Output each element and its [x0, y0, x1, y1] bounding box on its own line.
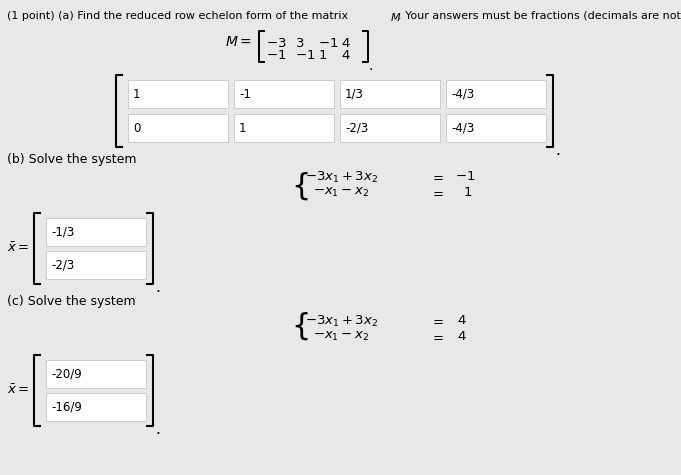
Text: $=$: $=$: [430, 186, 444, 199]
Text: $1$: $1$: [318, 49, 328, 62]
FancyBboxPatch shape: [46, 393, 146, 421]
FancyBboxPatch shape: [340, 80, 440, 108]
Text: $4$: $4$: [457, 314, 466, 327]
Text: $4$: $4$: [341, 37, 351, 50]
Text: (b) Solve the system: (b) Solve the system: [7, 153, 136, 166]
Text: $\bar{x}=$: $\bar{x}=$: [7, 384, 29, 397]
Text: .: .: [155, 422, 160, 437]
Text: $-x_1 - x_2$: $-x_1 - x_2$: [313, 186, 369, 199]
Text: -2/3: -2/3: [51, 258, 74, 272]
FancyBboxPatch shape: [128, 80, 228, 108]
Text: -4/3: -4/3: [451, 122, 474, 134]
Text: $4$: $4$: [341, 49, 351, 62]
FancyBboxPatch shape: [446, 80, 546, 108]
Text: {: {: [291, 312, 311, 341]
FancyBboxPatch shape: [340, 114, 440, 142]
Text: $M=$: $M=$: [225, 35, 252, 49]
Text: -4/3: -4/3: [451, 87, 474, 101]
FancyBboxPatch shape: [46, 360, 146, 388]
FancyBboxPatch shape: [234, 80, 334, 108]
Text: (c) Solve the system: (c) Solve the system: [7, 295, 136, 308]
Text: $M$: $M$: [390, 11, 401, 23]
Text: .: .: [369, 59, 373, 73]
Text: $-3$: $-3$: [266, 37, 287, 50]
FancyBboxPatch shape: [446, 114, 546, 142]
Text: .: .: [155, 280, 160, 295]
Text: $1$: $1$: [463, 186, 472, 199]
Text: $-3x_1 + 3x_2$: $-3x_1 + 3x_2$: [305, 170, 378, 185]
Text: $4$: $4$: [457, 330, 466, 343]
Text: . Your answers must be fractions (decimals are not allowed).: . Your answers must be fractions (decima…: [398, 11, 681, 21]
Text: $-x_1 - x_2$: $-x_1 - x_2$: [313, 330, 369, 343]
Text: 1: 1: [239, 122, 247, 134]
Text: 0: 0: [133, 122, 140, 134]
Text: $-1$: $-1$: [455, 170, 475, 183]
Text: $=$: $=$: [430, 330, 444, 343]
Text: -2/3: -2/3: [345, 122, 368, 134]
Text: $-1$: $-1$: [295, 49, 315, 62]
Text: .: .: [555, 143, 560, 158]
FancyBboxPatch shape: [234, 114, 334, 142]
Text: $-1$: $-1$: [266, 49, 286, 62]
FancyBboxPatch shape: [46, 218, 146, 246]
Text: 1/3: 1/3: [345, 87, 364, 101]
FancyBboxPatch shape: [46, 251, 146, 279]
Text: $=$: $=$: [430, 314, 444, 327]
Text: -20/9: -20/9: [51, 368, 82, 380]
FancyBboxPatch shape: [128, 114, 228, 142]
Text: $3$: $3$: [295, 37, 304, 50]
Text: $=$: $=$: [430, 170, 444, 183]
Text: (1 point) (a) Find the reduced row echelon form of the matrix: (1 point) (a) Find the reduced row echel…: [7, 11, 351, 21]
Text: $\bar{x}=$: $\bar{x}=$: [7, 242, 29, 255]
Text: 1: 1: [133, 87, 140, 101]
Text: $-1$: $-1$: [318, 37, 338, 50]
Text: -16/9: -16/9: [51, 400, 82, 414]
Text: {: {: [291, 172, 311, 201]
Text: -1: -1: [239, 87, 251, 101]
Text: -1/3: -1/3: [51, 226, 74, 238]
Text: $-3x_1 + 3x_2$: $-3x_1 + 3x_2$: [305, 314, 378, 329]
